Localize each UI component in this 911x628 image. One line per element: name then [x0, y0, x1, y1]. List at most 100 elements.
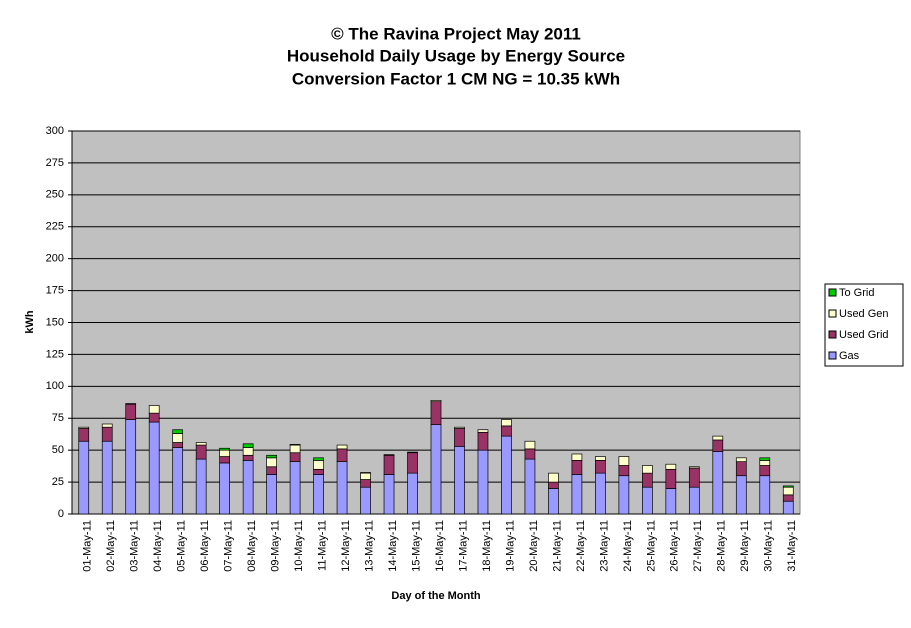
- bar-segment: [195, 444, 207, 460]
- bar-segment: [266, 457, 277, 468]
- chart-title: Household Daily Usage by Energy Source: [287, 46, 625, 65]
- bar-segment: [313, 457, 324, 461]
- y-tick-label: 175: [46, 284, 64, 296]
- bar-segment: [595, 472, 606, 515]
- bar-segment: [407, 451, 418, 454]
- bar-segment: [266, 454, 277, 459]
- bar-segment: [430, 401, 442, 425]
- bar-segment: [759, 465, 771, 477]
- bar-segment: [242, 460, 254, 515]
- bar-segment: [665, 463, 677, 470]
- bar-segment: [618, 475, 630, 515]
- bar-segment: [289, 444, 301, 454]
- bar-segment: [172, 429, 184, 434]
- legend-swatch: [828, 309, 837, 318]
- bar-segment: [595, 456, 606, 461]
- chart-title: © The Ravina Project May 2011: [331, 24, 581, 43]
- x-tick-label: 11-May-11: [316, 520, 328, 571]
- x-tick-label: 08-May-11: [246, 520, 258, 572]
- y-tick-label: 250: [46, 189, 64, 201]
- bar-segment: [78, 440, 90, 515]
- bar-segment: [125, 403, 137, 405]
- bar-segment: [571, 460, 583, 475]
- bar-segment: [360, 472, 371, 480]
- x-tick-label: 18-May-11: [481, 520, 493, 572]
- x-tick-label: 17-May-11: [457, 520, 469, 572]
- bar-segment: [524, 448, 536, 460]
- y-tick-label: 125: [46, 348, 64, 360]
- y-tick-label: 200: [46, 253, 64, 265]
- y-tick-label: 300: [46, 125, 64, 137]
- x-tick-label: 25-May-11: [645, 520, 657, 572]
- bar-segment: [360, 479, 371, 488]
- chart-title: Conversion Factor 1 CM NG = 10.35 kWh: [292, 69, 620, 88]
- bar-segment: [407, 472, 418, 515]
- x-tick-label: 09-May-11: [270, 520, 282, 572]
- bar-segment: [360, 486, 371, 515]
- x-tick-label: 05-May-11: [176, 520, 188, 572]
- x-axis-label: Day of the Month: [391, 590, 480, 602]
- x-tick-label: 03-May-11: [129, 520, 141, 572]
- bar-segment: [665, 488, 677, 515]
- y-tick-label: 75: [52, 412, 64, 424]
- y-tick-label: 0: [58, 508, 64, 520]
- x-tick-label: 22-May-11: [575, 520, 587, 572]
- bar-segment: [782, 485, 794, 488]
- bar-segment: [548, 488, 559, 515]
- bar-segment: [148, 421, 160, 515]
- bar-segment: [571, 453, 583, 461]
- y-tick-label: 225: [46, 221, 64, 233]
- bar-segment: [524, 458, 536, 515]
- bar-segment: [688, 467, 700, 488]
- bar-segment: [501, 419, 512, 427]
- x-tick-label: 04-May-11: [152, 520, 164, 572]
- legend-box: [824, 283, 904, 367]
- bar-segment: [735, 461, 747, 477]
- bar-segment: [477, 429, 489, 433]
- bar-segment: [782, 500, 794, 515]
- bar-segment: [78, 426, 90, 429]
- y-tick-label: 275: [46, 157, 64, 169]
- bar-segment: [618, 456, 630, 466]
- bar-segment: [313, 460, 324, 470]
- bar-segment: [219, 447, 230, 451]
- bar-segment: [125, 403, 137, 420]
- x-tick-label: 24-May-11: [622, 520, 634, 572]
- bar-segment: [501, 425, 512, 437]
- x-tick-label: 16-May-11: [434, 520, 446, 572]
- y-axis-label: kWh: [24, 310, 36, 334]
- bar-segment: [642, 486, 653, 515]
- bar-segment: [219, 449, 230, 457]
- bar-segment: [266, 466, 277, 475]
- bar-segment: [78, 428, 90, 442]
- x-tick-label: 30-May-11: [763, 520, 775, 572]
- bar-segment: [501, 435, 512, 515]
- bar-segment: [688, 466, 700, 469]
- bar-segment: [336, 461, 348, 515]
- bar-segment: [148, 405, 160, 414]
- bar-segment: [313, 468, 324, 475]
- bar-segment: [219, 456, 230, 464]
- legend-swatch: [828, 351, 837, 360]
- x-tick-label: 10-May-11: [293, 520, 305, 572]
- x-tick-label: 14-May-11: [387, 520, 399, 572]
- bar-segment: [101, 426, 113, 442]
- bar-segment: [266, 474, 277, 515]
- bar-segment: [242, 454, 254, 461]
- bar-segment: [289, 461, 301, 515]
- bar-segment: [735, 457, 747, 463]
- bar-segment: [313, 474, 324, 515]
- bar-segment: [195, 442, 207, 446]
- x-tick-label: 26-May-11: [669, 520, 681, 572]
- x-tick-label: 20-May-11: [528, 520, 540, 572]
- bar-segment: [219, 462, 230, 515]
- x-tick-label: 12-May-11: [340, 520, 352, 572]
- bar-segment: [383, 454, 395, 456]
- bar-segment: [571, 474, 583, 515]
- bar-segment: [454, 426, 465, 429]
- bar-segment: [454, 445, 465, 515]
- bar-segment: [289, 452, 301, 463]
- x-tick-label: 01-May-11: [82, 520, 94, 572]
- bar-segment: [759, 475, 771, 515]
